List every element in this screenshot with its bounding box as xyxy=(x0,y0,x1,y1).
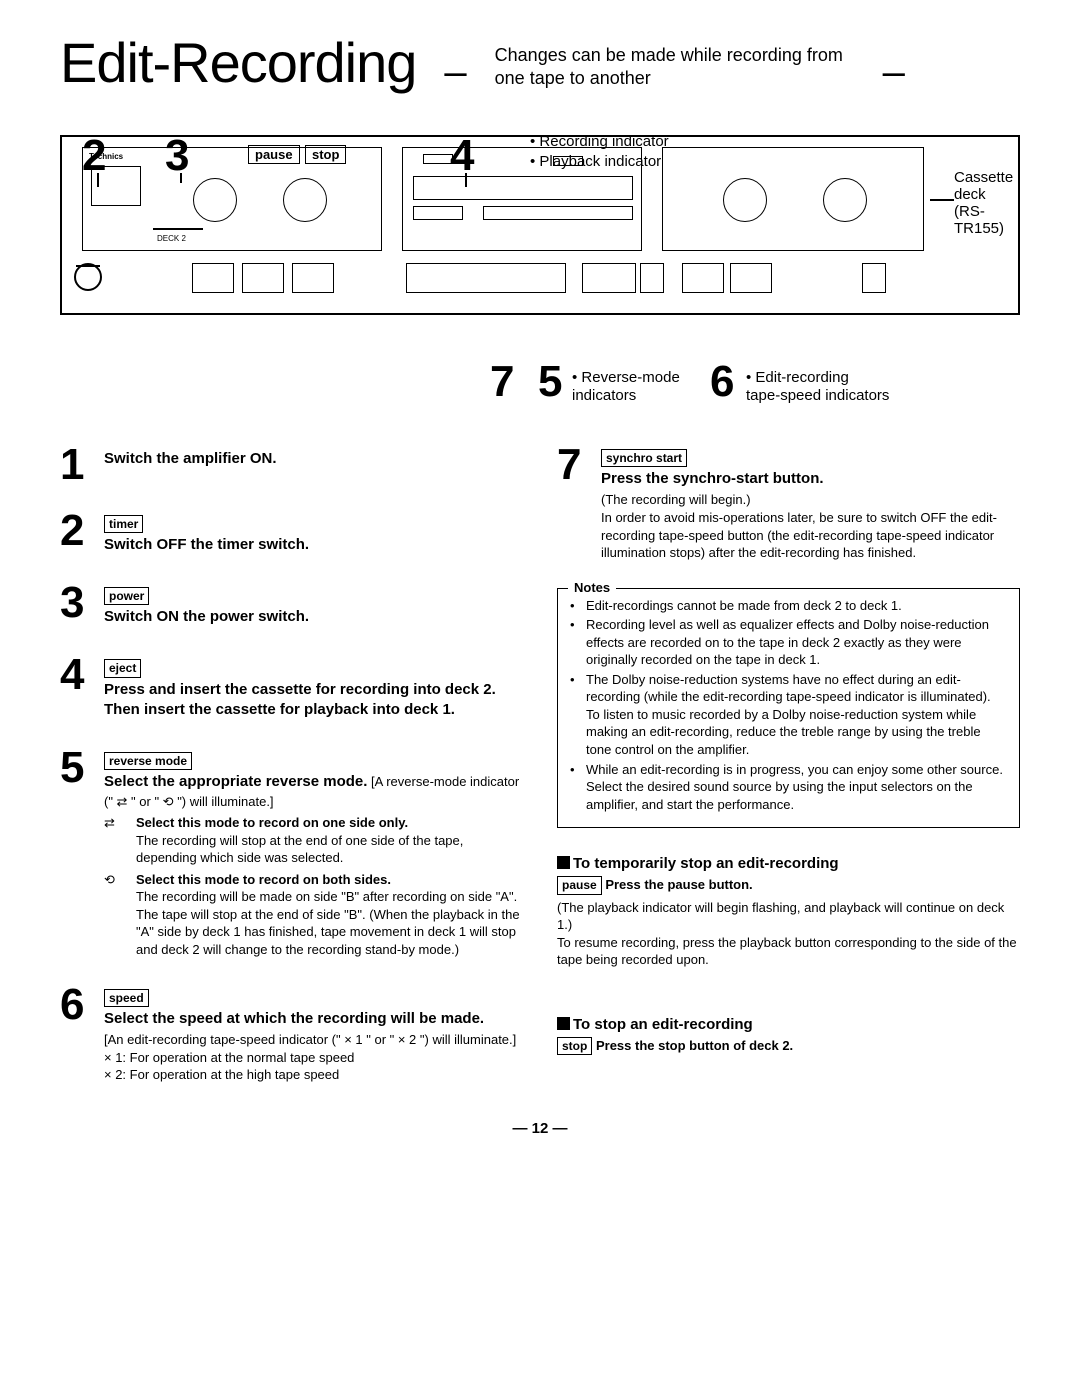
step-5-title: Select the appropriate reverse mode. xyxy=(104,773,367,790)
stop-heading: To stop an edit-recording xyxy=(557,1015,1020,1035)
deck1-panel: DECK 1 xyxy=(662,147,924,251)
step-5-sub-b: ⟲ Select this mode to record on both sid… xyxy=(104,871,523,959)
page-header: Edit-Recording – Changes can be made whi… xyxy=(60,30,1020,95)
notes-title: Notes xyxy=(568,579,616,597)
callout-reverse-text: Reverse-mode indicators xyxy=(572,369,680,404)
step-7-title: Press the synchro-start button. xyxy=(601,469,1020,489)
step-5-sub-b-body: The recording will be made on side "B" a… xyxy=(136,888,523,958)
step-6: 6 speed Select the speed at which the re… xyxy=(60,985,523,1084)
note-1: •Edit-recordings cannot be made from dec… xyxy=(570,597,1007,615)
temp-stop-bold: Press the pause button. xyxy=(605,877,752,892)
step-7-num: 7 xyxy=(557,445,589,562)
step-2: 2 timer Switch OFF the timer switch. xyxy=(60,511,523,557)
step-4-num: 4 xyxy=(60,655,92,722)
step-5-box: reverse mode xyxy=(104,752,192,770)
step-5-sub-b-title: Select this mode to record on both sides… xyxy=(136,871,523,889)
stop-box: stop xyxy=(557,1037,592,1055)
reverse-both-sides-icon: ⟲ xyxy=(104,871,128,959)
note-1-text: Edit-recordings cannot be made from deck… xyxy=(586,597,902,615)
step-5-sub-a-title: Select this mode to record on one side o… xyxy=(136,814,523,832)
page-subtitle: Changes can be made while recording from… xyxy=(495,44,855,91)
step-1-num: 1 xyxy=(60,445,92,485)
step-6-num: 6 xyxy=(60,985,92,1084)
step-2-num: 2 xyxy=(60,511,92,557)
temp-stop-heading: To temporarily stop an edit-recording xyxy=(557,854,1020,874)
step-4-title: Press and insert the cassette for record… xyxy=(104,680,523,721)
step-3-title: Switch ON the power switch. xyxy=(104,607,523,627)
reverse-one-side-icon: ⇄ xyxy=(104,814,128,867)
temp-stop-body: (The playback indicator will begin flash… xyxy=(557,899,1020,969)
note-2: •Recording level as well as equalizer ef… xyxy=(570,616,1007,669)
page-number: — 12 — xyxy=(60,1120,1020,1137)
step-7-box: synchro start xyxy=(601,449,687,467)
step-3-num: 3 xyxy=(60,583,92,629)
right-column: 7 synchro start Press the synchro-start … xyxy=(557,445,1020,1090)
diagram-marker-5: 5 xyxy=(538,357,562,407)
callout-reverse-indicators: • Reverse-mode indicators xyxy=(572,369,680,405)
step-2-box: timer xyxy=(104,515,143,533)
step-4-box: eject xyxy=(104,659,141,677)
note-3-text: The Dolby noise-reduction systems have n… xyxy=(586,671,1007,759)
square-icon xyxy=(557,856,570,869)
step-6-body: [An edit-recording tape-speed indicator … xyxy=(104,1031,523,1049)
callout-edit-text: Edit-recording tape-speed indicators xyxy=(746,369,889,404)
note-4-text: While an edit-recording is in progress, … xyxy=(586,761,1007,814)
step-6-box: speed xyxy=(104,989,149,1007)
device-outline: Technics DECK 2 DECK 1 xyxy=(60,135,1020,315)
callout-edit-indicators: • Edit-recording tape-speed indicators xyxy=(746,369,889,405)
step-5: 5 reverse mode Select the appropriate re… xyxy=(60,748,523,958)
step-6-title: Select the speed at which the recording … xyxy=(104,1009,523,1029)
deck2-label: DECK 2 xyxy=(157,234,186,243)
note-3: •The Dolby noise-reduction systems have … xyxy=(570,671,1007,759)
instructions-columns: 1 Switch the amplifier ON. 2 timer Switc… xyxy=(60,445,1020,1090)
step-3-box: power xyxy=(104,587,149,605)
diagram-marker-6: 6 xyxy=(710,357,734,407)
note-4: •While an edit-recording is in progress,… xyxy=(570,761,1007,814)
step-1-title: Switch the amplifier ON. xyxy=(104,449,523,469)
device-diagram: 2 3 4 7 5 6 pause stop • Recording indic… xyxy=(60,135,1020,415)
step-7-body: (The recording will begin.) In order to … xyxy=(601,491,1020,561)
step-2-title: Switch OFF the timer switch. xyxy=(104,535,523,555)
amplifier-panel: Technics DECK 2 xyxy=(82,147,382,251)
step-4: 4 eject Press and insert the cassette fo… xyxy=(60,655,523,722)
dash-right: – xyxy=(883,50,905,95)
temp-stop-box: pause xyxy=(557,876,602,894)
dash-left: – xyxy=(444,50,466,95)
step-5-num: 5 xyxy=(60,748,92,958)
square-icon-2 xyxy=(557,1017,570,1030)
lower-controls xyxy=(82,263,998,305)
step-7: 7 synchro start Press the synchro-start … xyxy=(557,445,1020,562)
notes-box: Notes •Edit-recordings cannot be made fr… xyxy=(557,588,1020,829)
step-6-line1: × 1: For operation at the normal tape sp… xyxy=(104,1049,523,1067)
temp-stop-heading-text: To temporarily stop an edit-recording xyxy=(573,855,839,872)
step-5-sub-a-body: The recording will stop at the end of on… xyxy=(136,832,523,867)
diagram-marker-7: 7 xyxy=(490,357,514,407)
step-6-line2: × 2: For operation at the high tape spee… xyxy=(104,1066,523,1084)
brand-label: Technics xyxy=(89,152,123,161)
display-panel xyxy=(402,147,642,251)
step-3: 3 power Switch ON the power switch. xyxy=(60,583,523,629)
step-1: 1 Switch the amplifier ON. xyxy=(60,445,523,485)
note-2-text: Recording level as well as equalizer eff… xyxy=(586,616,1007,669)
stop-bold: Press the stop button of deck 2. xyxy=(596,1038,793,1053)
step-5-sub-a: ⇄ Select this mode to record on one side… xyxy=(104,814,523,867)
page-title: Edit-Recording xyxy=(60,30,416,95)
stop-heading-text: To stop an edit-recording xyxy=(573,1016,753,1033)
left-column: 1 Switch the amplifier ON. 2 timer Switc… xyxy=(60,445,523,1090)
